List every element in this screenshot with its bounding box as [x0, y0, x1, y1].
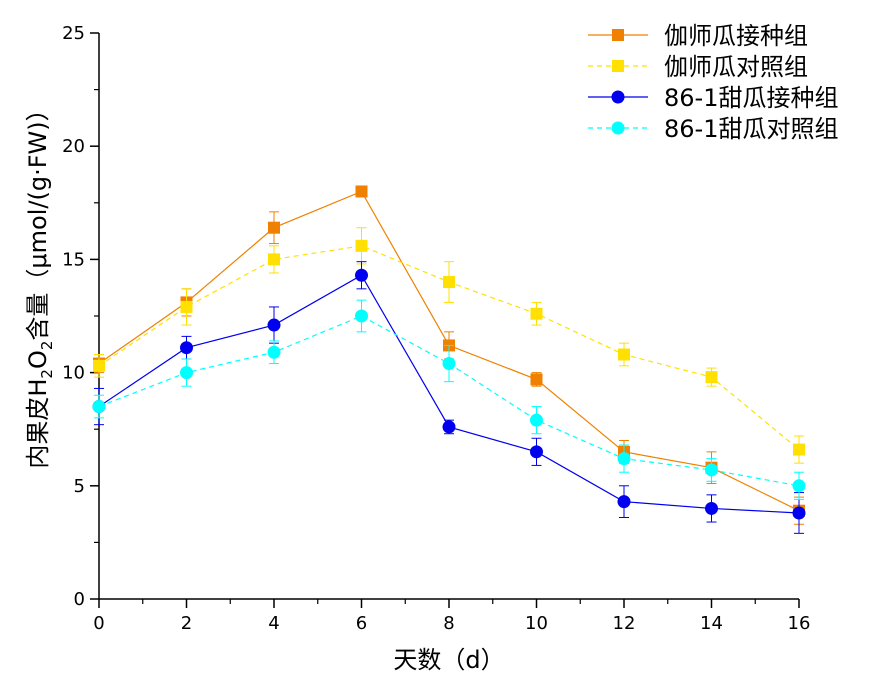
data-point — [268, 221, 280, 234]
x-tick-label: 14 — [700, 613, 723, 634]
tick-labels: 0 5 10 15 20 25 0 2 4 6 8 10 12 14 16 — [62, 23, 810, 634]
x-tick-label: 12 — [613, 613, 636, 634]
legend-marker — [611, 90, 625, 104]
data-point — [267, 345, 281, 359]
y-axis-title-suffix: 含量（μmol/(g·FW)） — [24, 97, 52, 340]
x-tick-label: 2 — [181, 613, 192, 634]
data-point — [618, 348, 630, 361]
data-point — [180, 341, 193, 355]
x-tick-label: 4 — [268, 613, 279, 634]
data-point — [180, 300, 193, 313]
data-point — [705, 501, 718, 515]
data-point — [793, 443, 805, 456]
data-point — [792, 479, 806, 493]
legend-marker — [611, 121, 625, 135]
series-line — [98, 274, 800, 514]
data-point — [355, 185, 368, 198]
data-point — [530, 445, 543, 459]
data-point — [530, 307, 543, 320]
data-point — [442, 357, 456, 371]
y-axis-title-sub1: 2 — [38, 369, 56, 379]
legend-marker — [612, 29, 624, 41]
data-point — [268, 253, 280, 266]
x-tick-label: 0 — [93, 613, 104, 634]
y-axis-title-mid: O — [24, 350, 52, 369]
legend-label: 86-1甜瓜接种组 — [664, 84, 838, 112]
y-tick-label: 0 — [74, 589, 85, 610]
data-point — [617, 452, 631, 466]
y-axis-title: 内果皮H2O2含量（μmol/(g·FW)） — [24, 97, 56, 468]
series-1 — [93, 227, 805, 464]
data-point — [180, 366, 193, 380]
y-tick-label: 20 — [62, 136, 85, 157]
y-tick-label: 5 — [74, 476, 85, 497]
data-point — [93, 359, 105, 372]
x-tick-label: 8 — [443, 613, 454, 634]
data-point — [355, 239, 368, 252]
x-axis-title: 天数（d） — [393, 646, 504, 674]
legend-label: 伽师瓜对照组 — [664, 53, 808, 81]
data-point — [355, 268, 368, 282]
data-point — [92, 400, 106, 414]
data-point — [530, 413, 543, 427]
y-axis-title-sub2: 2 — [38, 341, 56, 351]
x-tick-label: 10 — [525, 613, 548, 634]
data-point — [530, 373, 543, 386]
data-point — [442, 420, 456, 434]
data-point — [705, 371, 718, 384]
axes — [90, 32, 800, 608]
series-layer — [92, 185, 806, 534]
data-point — [617, 495, 631, 509]
x-tick-label: 16 — [788, 613, 811, 634]
legend-marker — [612, 60, 624, 72]
data-point — [267, 318, 281, 332]
data-point — [705, 463, 718, 477]
data-point — [355, 309, 368, 323]
series-3 — [92, 299, 806, 500]
y-tick-label: 15 — [62, 249, 85, 270]
data-point — [792, 506, 806, 520]
y-tick-label: 10 — [62, 363, 85, 384]
data-point — [443, 276, 455, 289]
legend-label: 伽师瓜接种组 — [664, 22, 808, 50]
y-tick-label: 25 — [62, 23, 85, 44]
legend-label: 86-1甜瓜对照组 — [664, 115, 838, 143]
x-tick-label: 6 — [356, 613, 367, 634]
y-axis-title-prefix: 内果皮H — [24, 379, 52, 469]
